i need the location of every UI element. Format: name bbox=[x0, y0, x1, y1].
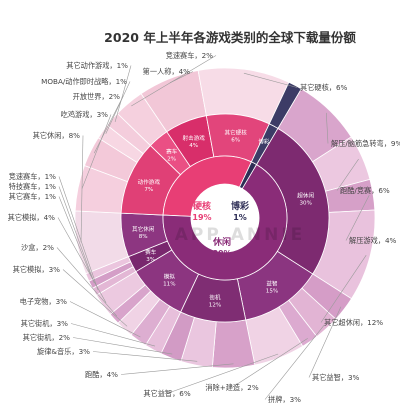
outer-label-14: 旋律&音乐，3% bbox=[37, 347, 90, 356]
leader-line-10 bbox=[264, 325, 325, 400]
leader-line-22 bbox=[58, 186, 95, 284]
leader-line-18 bbox=[62, 269, 128, 327]
outer-label-23: 其它赛车，1% bbox=[9, 192, 57, 201]
chart-title: 2020 年上半年各游戏类别的全球下载量份额 bbox=[104, 30, 356, 45]
outer-label-26: 开放世界，2% bbox=[73, 92, 121, 101]
middle-label-10: 其它休闲 bbox=[132, 225, 155, 233]
leader-line-19 bbox=[56, 247, 118, 317]
outer-ring bbox=[74, 67, 376, 369]
middle-label-11: 动作游戏 bbox=[138, 178, 161, 186]
outer-label-9: 其它益智，3% bbox=[312, 373, 360, 382]
middle-value-10: 8% bbox=[139, 234, 148, 240]
leader-line-12 bbox=[166, 353, 279, 394]
outer-label-25: 吃鸡游戏，3% bbox=[61, 110, 109, 119]
outer-label-6: 跑酷/竞赛，6% bbox=[340, 186, 390, 195]
outer-label-13: 跑酷，4% bbox=[85, 370, 118, 379]
center-value-2: 1% bbox=[233, 213, 247, 222]
outer-label-3: 其它硬核，6% bbox=[300, 83, 348, 92]
leader-line-16 bbox=[70, 323, 156, 347]
center-label-3: 休闲 bbox=[212, 236, 231, 248]
outer-label-8: 其它超休闲，12% bbox=[324, 318, 383, 327]
leader-line-23 bbox=[58, 196, 92, 277]
middle-value-5: 30% bbox=[299, 201, 311, 207]
outer-label-7: 解压游戏，4% bbox=[349, 236, 397, 245]
leader-line-9 bbox=[308, 306, 342, 378]
leader-line-25 bbox=[81, 114, 112, 189]
leader-line-7 bbox=[345, 195, 370, 241]
outer-label-24: 其它休闲，8% bbox=[33, 131, 81, 140]
outer-label-21: 竞速赛车，1% bbox=[9, 172, 57, 181]
leader-line-17 bbox=[69, 301, 141, 338]
leader-line-8 bbox=[320, 255, 367, 323]
outer-label-18: 其它模拟，3% bbox=[13, 265, 61, 274]
middle-label-6: 益智 bbox=[266, 279, 278, 287]
center-ring bbox=[162, 155, 288, 281]
middle-value-11: 7% bbox=[144, 187, 153, 193]
center-hole bbox=[191, 184, 259, 252]
outer-label-1: 竞速赛车，2% bbox=[166, 51, 214, 60]
outer-label-5: 解压/脑筋急转弯，9% bbox=[331, 139, 400, 148]
leader-line-27 bbox=[105, 81, 131, 134]
leader-line-3 bbox=[243, 72, 298, 88]
leader-line-28 bbox=[114, 65, 132, 122]
middle-value-9: 3% bbox=[146, 257, 155, 263]
middle-value-8: 11% bbox=[163, 282, 175, 288]
outer-label-17: 电子宠物，3% bbox=[20, 297, 68, 306]
leader-line-15 bbox=[72, 337, 173, 355]
middle-value-6: 15% bbox=[266, 288, 278, 294]
center-value-3: 80% bbox=[212, 249, 231, 258]
middle-label-2: 射击游戏 bbox=[183, 134, 206, 142]
leader-line-26 bbox=[93, 96, 124, 154]
middle-label-5: 超休闲 bbox=[297, 192, 314, 200]
outer-label-16: 其它街机，3% bbox=[21, 319, 69, 328]
outer-label-28: 其它动作游戏，1% bbox=[66, 61, 128, 70]
leader-line-21 bbox=[58, 176, 99, 290]
center-label-2: 博彩 bbox=[231, 200, 249, 212]
center-label-1: 硬核 bbox=[193, 200, 211, 212]
outer-label-15: 其它街机，2% bbox=[23, 333, 71, 342]
watermark-text: APP ANNIE bbox=[175, 225, 306, 245]
middle-label-4: 博彩 bbox=[258, 138, 270, 146]
outer-label-20: 其它模拟，4% bbox=[8, 213, 56, 222]
leader-line-11 bbox=[231, 338, 308, 388]
middle-value-3: 6% bbox=[231, 138, 240, 144]
middle-label-8: 模拟 bbox=[164, 273, 176, 281]
middle-value-1: 2% bbox=[167, 156, 176, 162]
middle-value-2: 4% bbox=[189, 143, 198, 149]
center-value-1: 19% bbox=[192, 213, 211, 222]
leader-line-2 bbox=[169, 71, 194, 84]
outer-label-19: 沙盒，2% bbox=[21, 243, 54, 252]
leader-line-24 bbox=[80, 135, 84, 243]
middle-label-9: 赛车 bbox=[145, 248, 157, 256]
leader-line-14 bbox=[92, 351, 198, 362]
leader-line-6 bbox=[336, 158, 359, 191]
leader-line-5 bbox=[326, 112, 329, 144]
watermark: APP ANNIE bbox=[175, 225, 306, 245]
outer-label-27: MOBA/动作即时战略，1% bbox=[41, 77, 127, 86]
outer-label-10: 拼牌，3% bbox=[268, 395, 301, 404]
outer-label-2: 第一人称，4% bbox=[143, 67, 191, 76]
middle-label-3: 其它硬核 bbox=[225, 129, 248, 137]
leader-line-13 bbox=[120, 363, 234, 375]
leader-lines bbox=[56, 55, 370, 400]
outer-label-11: 消除+建造，2% bbox=[205, 383, 259, 392]
middle-value-7: 12% bbox=[209, 302, 221, 308]
outer-label-12: 其它益智，6% bbox=[143, 389, 191, 398]
outer-label-22: 特技赛车，1% bbox=[9, 182, 57, 191]
middle-label-1: 赛车 bbox=[166, 147, 178, 155]
middle-label-7: 街机 bbox=[209, 293, 221, 301]
leader-line-20 bbox=[57, 217, 107, 303]
